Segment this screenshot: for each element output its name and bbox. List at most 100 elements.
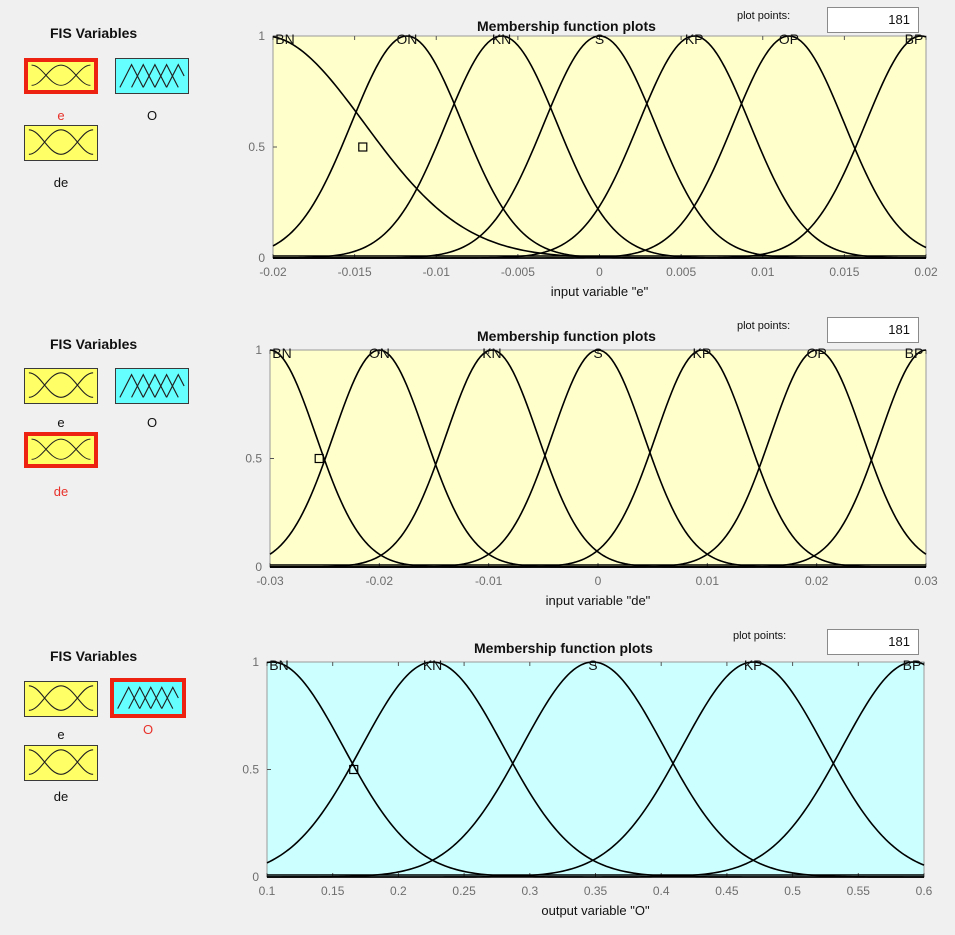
mf-label-BP: BP: [905, 31, 924, 47]
plot-points-input[interactable]: 181: [827, 7, 919, 33]
mf-label-BP: BP: [903, 657, 922, 673]
x-tick-label: 0.03: [914, 574, 938, 588]
variable-box-e[interactable]: [24, 58, 98, 94]
selected-mf-marker: [314, 453, 324, 464]
mf-label-BN: BN: [275, 31, 294, 47]
mf-curve-KN: [266, 661, 924, 878]
mf-plot-title: Membership function plots: [474, 640, 653, 656]
variable-box-O[interactable]: [110, 678, 186, 718]
x-tick-label: 0.02: [805, 574, 829, 588]
mf-plot-title: Membership function plots: [477, 328, 656, 344]
plot-points-label: plot points:: [733, 630, 787, 642]
x-tick-label: 0.35: [584, 884, 608, 898]
input-mf-icon: [28, 685, 94, 711]
mf-panel-de: FIS Variables e O de Membership function…: [0, 310, 955, 620]
plot-points-input[interactable]: 181: [827, 317, 919, 343]
mf-chart[interactable]: 0.1 0.15 0.2 0.25 0.3 0.35 0.4 0.45 0.5 0.55 0.6 0 0…: [0, 620, 955, 935]
y-tick-label: 0: [258, 251, 265, 265]
mf-label-BN: BN: [272, 345, 291, 361]
mf-label-KN: KN: [482, 345, 501, 361]
y-tick-label: 0.5: [245, 452, 262, 466]
x-tick-label: 0.1: [259, 884, 276, 898]
input-mf-icon: [28, 129, 94, 155]
x-tick-label: 0.01: [751, 265, 775, 279]
mf-label-OP: OP: [807, 345, 827, 361]
x-tick-label: 0.2: [390, 884, 407, 898]
plot-area: [269, 349, 927, 568]
x-tick-label: 0: [596, 265, 603, 279]
plot-area: [266, 661, 925, 878]
mf-curve-BP: [273, 35, 927, 259]
x-axis-label: input variable "de": [546, 593, 651, 608]
x-tick-label: 0.4: [653, 884, 670, 898]
mf-label-OP: OP: [779, 31, 799, 47]
variable-label-O: O: [146, 415, 158, 430]
x-tick-label: 0.005: [666, 265, 696, 279]
mf-label-KN: KN: [423, 657, 442, 673]
x-tick-label: 0.6: [916, 884, 933, 898]
y-tick-label: 0.5: [248, 140, 265, 154]
plot-area: [272, 35, 927, 259]
variable-box-de[interactable]: [24, 125, 98, 161]
input-mf-icon: [31, 64, 91, 86]
selected-mf-marker: [358, 142, 368, 152]
input-mf-icon: [28, 372, 94, 398]
output-mf-icon: [119, 373, 185, 398]
mf-label-KN: KN: [492, 31, 511, 47]
mf-label-KP: KP: [685, 31, 704, 47]
fis-variables-title: FIS Variables: [50, 25, 138, 41]
x-tick-label: 0.02: [914, 265, 938, 279]
mf-label-ON: ON: [369, 345, 390, 361]
x-tick-label: 0.15: [321, 884, 345, 898]
mf-chart[interactable]: -0.02 -0.015 -0.01 -0.005 0 0.005 0.01 0.015 0.0…: [0, 0, 955, 310]
plot-points-input[interactable]: 181: [827, 629, 919, 655]
x-tick-label: -0.005: [501, 265, 535, 279]
x-tick-label: -0.03: [256, 574, 284, 588]
mf-chart[interactable]: -0.03 -0.02 -0.01 0 0.01 0.02 0.03 0 0.5 1 input v…: [0, 310, 955, 620]
selected-mf-marker: [349, 764, 359, 775]
x-tick-label: 0.01: [696, 574, 720, 588]
variable-box-de[interactable]: [24, 432, 98, 468]
mf-panel-O: FIS Variables e O de Membership function…: [0, 620, 955, 935]
x-tick-label: -0.02: [259, 265, 287, 279]
y-tick-label: 0: [255, 560, 262, 574]
variable-label-de: de: [53, 175, 69, 190]
x-tick-label: -0.015: [338, 265, 372, 279]
y-tick-label: 1: [258, 29, 265, 43]
x-tick-label: -0.01: [475, 574, 503, 588]
y-tick-label: 1: [252, 655, 259, 669]
mf-label-S: S: [595, 31, 604, 47]
variable-label-de: de: [53, 789, 69, 804]
output-mf-icon: [119, 63, 185, 88]
mf-label-ON: ON: [396, 31, 417, 47]
y-tick-label: 0.5: [242, 763, 259, 777]
input-mf-icon: [28, 749, 94, 775]
mf-curve-S: [267, 661, 924, 878]
mf-label-KP: KP: [693, 345, 712, 361]
mf-plot-title: Membership function plots: [477, 18, 656, 34]
mf-curve-BP: [267, 661, 925, 878]
variable-box-de[interactable]: [24, 745, 98, 781]
variable-box-O[interactable]: [115, 368, 189, 404]
x-tick-label: 0.25: [452, 884, 476, 898]
x-axis-label: input variable "e": [551, 284, 649, 299]
mf-panel-e: FIS Variables e O de Membership function…: [0, 0, 955, 310]
variable-box-e[interactable]: [24, 368, 98, 404]
variable-box-e[interactable]: [24, 681, 98, 717]
plot-points-label: plot points:: [737, 320, 791, 332]
mf-label-BN: BN: [269, 657, 288, 673]
plot-points-label: plot points:: [737, 10, 791, 22]
x-tick-label: 0.45: [715, 884, 739, 898]
fis-variables-title: FIS Variables: [50, 336, 138, 352]
fis-variables-title: FIS Variables: [50, 648, 138, 664]
variable-label-O: O: [142, 722, 154, 737]
y-tick-label: 1: [255, 343, 262, 357]
x-tick-label: 0: [595, 574, 602, 588]
variable-label-e: e: [57, 108, 65, 123]
variable-box-O[interactable]: [115, 58, 189, 94]
variable-label-e: e: [57, 415, 65, 430]
x-tick-label: 0.5: [784, 884, 801, 898]
variable-label-de: de: [53, 484, 69, 499]
input-mf-icon: [31, 438, 91, 460]
y-tick-label: 0: [252, 870, 259, 884]
